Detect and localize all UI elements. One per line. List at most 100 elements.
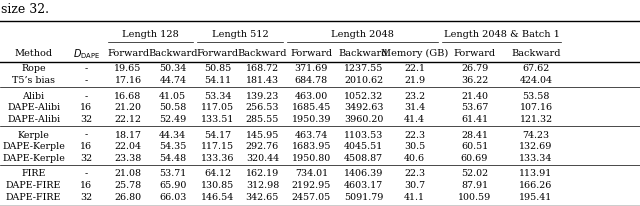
Text: 113.91: 113.91	[520, 169, 552, 178]
Text: DAPE-FIRE: DAPE-FIRE	[6, 180, 61, 189]
Text: -: -	[84, 76, 88, 85]
Text: 16: 16	[81, 141, 92, 150]
Text: 133.34: 133.34	[519, 153, 553, 162]
Text: 18.17: 18.17	[115, 130, 141, 139]
Text: 320.44: 320.44	[246, 153, 279, 162]
Text: 26.80: 26.80	[115, 192, 141, 201]
Text: DAPE-Alibi: DAPE-Alibi	[7, 114, 60, 123]
Text: 2457.05: 2457.05	[292, 192, 331, 201]
Text: 132.69: 132.69	[519, 141, 553, 150]
Text: 21.20: 21.20	[115, 103, 141, 112]
Text: 23.2: 23.2	[404, 91, 426, 100]
Text: 342.65: 342.65	[246, 192, 279, 201]
Text: 23.38: 23.38	[115, 153, 141, 162]
Text: 53.34: 53.34	[204, 91, 231, 100]
Text: -: -	[84, 91, 88, 100]
Text: 5091.79: 5091.79	[344, 192, 383, 201]
Text: 107.16: 107.16	[520, 103, 552, 112]
Text: 74.23: 74.23	[522, 130, 550, 139]
Text: 30.5: 30.5	[404, 141, 426, 150]
Text: 3492.63: 3492.63	[344, 103, 383, 112]
Text: 28.41: 28.41	[461, 130, 488, 139]
Text: 4603.17: 4603.17	[344, 180, 383, 189]
Text: Backward: Backward	[511, 49, 561, 58]
Text: 1685.45: 1685.45	[292, 103, 331, 112]
Text: 734.01: 734.01	[295, 169, 328, 178]
Text: 21.9: 21.9	[404, 76, 426, 85]
Text: 117.05: 117.05	[201, 103, 234, 112]
Text: 22.3: 22.3	[404, 130, 426, 139]
Text: 65.90: 65.90	[159, 180, 186, 189]
Text: 52.49: 52.49	[159, 114, 186, 123]
Text: 17.16: 17.16	[115, 76, 141, 85]
Text: DAPE-FIRE: DAPE-FIRE	[6, 192, 61, 201]
Text: 162.19: 162.19	[246, 169, 279, 178]
Text: 1103.53: 1103.53	[344, 130, 383, 139]
Text: DAPE-Kerple: DAPE-Kerple	[2, 141, 65, 150]
Text: 100.59: 100.59	[458, 192, 491, 201]
Text: 4045.51: 4045.51	[344, 141, 383, 150]
Text: 2192.95: 2192.95	[292, 180, 331, 189]
Text: 166.26: 166.26	[519, 180, 553, 189]
Text: 130.85: 130.85	[201, 180, 234, 189]
Text: 41.1: 41.1	[404, 192, 425, 201]
Text: Memory (GB): Memory (GB)	[381, 49, 449, 58]
Text: 32: 32	[81, 114, 92, 123]
Text: 60.69: 60.69	[461, 153, 488, 162]
Text: 36.22: 36.22	[461, 76, 488, 85]
Text: Length 2048 & Batch 1: Length 2048 & Batch 1	[444, 29, 560, 39]
Text: 146.54: 146.54	[201, 192, 234, 201]
Text: 16: 16	[81, 103, 92, 112]
Text: 1237.55: 1237.55	[344, 64, 383, 73]
Text: DAPE-Alibi: DAPE-Alibi	[7, 103, 60, 112]
Text: 60.51: 60.51	[461, 141, 488, 150]
Text: 684.78: 684.78	[295, 76, 328, 85]
Text: 1406.39: 1406.39	[344, 169, 383, 178]
Text: 21.40: 21.40	[461, 91, 488, 100]
Text: 64.12: 64.12	[204, 169, 231, 178]
Text: Length 2048: Length 2048	[331, 29, 394, 39]
Text: Forward: Forward	[291, 49, 332, 58]
Text: 463.74: 463.74	[295, 130, 328, 139]
Text: 133.36: 133.36	[201, 153, 234, 162]
Text: Kerple: Kerple	[18, 130, 49, 139]
Text: 19.65: 19.65	[115, 64, 141, 73]
Text: 195.41: 195.41	[520, 192, 552, 201]
Text: 3960.20: 3960.20	[344, 114, 383, 123]
Text: 424.04: 424.04	[520, 76, 552, 85]
Text: 31.4: 31.4	[404, 103, 426, 112]
Text: 54.17: 54.17	[204, 130, 231, 139]
Text: Length 512: Length 512	[212, 29, 268, 39]
Text: 50.85: 50.85	[204, 64, 231, 73]
Text: Backward: Backward	[237, 49, 287, 58]
Text: Forward: Forward	[454, 49, 495, 58]
Text: 44.34: 44.34	[159, 130, 186, 139]
Text: 22.12: 22.12	[115, 114, 141, 123]
Text: FIRE: FIRE	[21, 169, 46, 178]
Text: 41.4: 41.4	[404, 114, 425, 123]
Text: 292.76: 292.76	[246, 141, 279, 150]
Text: 67.62: 67.62	[522, 64, 550, 73]
Text: 54.11: 54.11	[204, 76, 231, 85]
Text: 4508.87: 4508.87	[344, 153, 383, 162]
Text: 371.69: 371.69	[294, 64, 328, 73]
Text: Rope: Rope	[21, 64, 46, 73]
Text: 22.1: 22.1	[404, 64, 425, 73]
Text: 30.7: 30.7	[404, 180, 426, 189]
Text: 16: 16	[81, 180, 92, 189]
Text: 1052.32: 1052.32	[344, 91, 383, 100]
Text: -: -	[84, 64, 88, 73]
Text: 41.05: 41.05	[159, 91, 186, 100]
Text: 25.78: 25.78	[115, 180, 141, 189]
Text: 66.03: 66.03	[159, 192, 186, 201]
Text: Method: Method	[15, 49, 52, 58]
Text: 121.32: 121.32	[520, 114, 552, 123]
Text: 54.48: 54.48	[159, 153, 186, 162]
Text: 16.68: 16.68	[115, 91, 141, 100]
Text: Forward: Forward	[107, 49, 149, 58]
Text: 139.23: 139.23	[246, 91, 279, 100]
Text: 117.15: 117.15	[201, 141, 234, 150]
Text: 2010.62: 2010.62	[344, 76, 383, 85]
Text: 87.91: 87.91	[461, 180, 488, 189]
Text: 463.00: 463.00	[295, 91, 328, 100]
